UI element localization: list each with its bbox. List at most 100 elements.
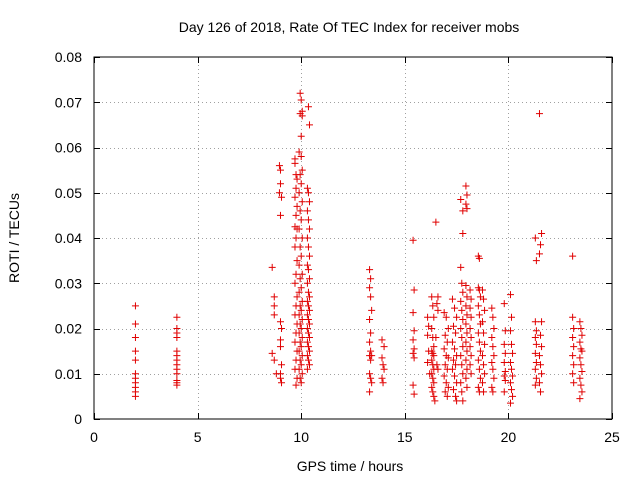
data-point [462,338,470,346]
data-point [305,320,313,328]
data-point [366,315,374,323]
data-point [466,325,474,332]
data-point [380,365,388,373]
data-point [489,388,497,396]
data-point [293,257,301,265]
data-point [459,370,467,378]
data-point [476,374,484,382]
data-point [276,166,284,174]
data-point [295,329,303,337]
data-point [131,347,139,355]
data-point [303,352,311,360]
data-point [304,315,312,323]
data-point [537,241,545,249]
data-point [508,365,516,373]
data-point [278,325,286,332]
data-point [531,365,539,373]
data-point [173,334,181,342]
data-point [433,361,441,369]
data-point [432,218,440,226]
data-point [428,383,436,391]
data-point [463,365,471,373]
data-point [276,374,284,382]
data-point [576,318,584,326]
y-tick-label: 0.02 [55,321,82,337]
data-point [131,334,139,342]
data-point [304,216,312,224]
data-point [305,347,313,355]
data-point [270,356,278,364]
data-point [295,148,303,156]
data-point [304,343,312,351]
data-point [304,103,312,111]
data-point [304,356,312,364]
data-point [501,377,509,385]
data-point [304,189,312,197]
data-point [459,397,467,405]
data-point [410,286,418,294]
data-point [489,313,497,321]
data-point [295,347,303,355]
data-point [463,347,471,355]
data-point [304,288,312,296]
y-tick-label: 0.04 [55,230,82,246]
data-point [569,370,577,378]
data-point [440,345,448,353]
data-point [297,284,305,292]
data-point [488,334,496,342]
data-point [296,275,304,283]
data-point [479,379,486,387]
data-point [453,313,461,321]
data-point [535,352,543,360]
data-point [488,383,496,391]
data-point [480,361,488,369]
data-point [276,336,284,344]
data-point [509,349,517,357]
data-point [467,295,475,303]
data-point [297,153,305,161]
data-point [451,372,459,380]
data-point [270,302,278,310]
data-point [463,205,471,213]
data-point [305,334,313,342]
y-tick-label: 0.03 [55,275,82,291]
data-point [410,327,418,335]
data-point [298,198,306,206]
data-point [458,334,466,342]
data-point [292,234,300,242]
data-point [452,392,460,400]
data-point [462,302,470,310]
x-tick-label: 10 [293,429,309,445]
data-point [467,313,475,321]
data-point [481,370,489,378]
data-point [367,275,375,283]
data-point [303,365,311,373]
data-point [304,302,312,310]
data-point [131,392,139,400]
data-point [459,288,467,296]
data-point [296,302,304,310]
data-point [462,320,470,328]
data-point [532,257,540,265]
data-point [298,334,306,342]
data-point [297,343,305,351]
data-point [424,313,432,321]
data-point [292,270,300,278]
data-point [440,372,448,380]
data-point [298,315,306,323]
data-point [570,379,578,387]
data-point [303,311,311,319]
data-point [305,293,313,301]
data-point [508,386,516,394]
data-point [474,356,482,364]
data-point [500,358,508,366]
data-point [538,229,546,237]
data-point [296,374,304,382]
data-point [479,286,486,294]
data-point [409,236,417,244]
data-point [268,263,276,271]
data-point [508,313,516,321]
data-point [462,200,470,208]
data-point [479,318,486,326]
